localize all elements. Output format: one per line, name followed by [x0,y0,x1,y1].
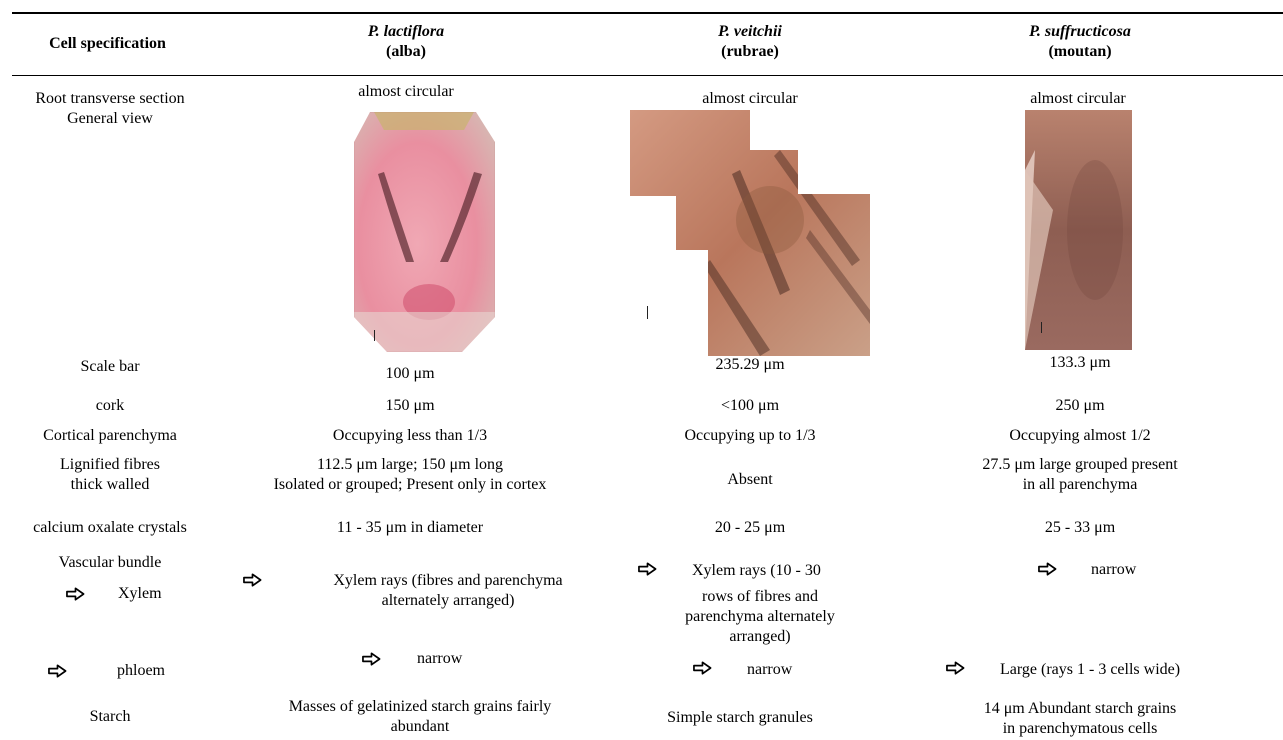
scale-2: 235.29 μm [715,356,785,373]
right-arrow-icon [1038,562,1057,576]
row-label-cortical: Cortical parenchyma [43,427,177,444]
xylem-2-line4: arranged) [729,628,791,645]
right-arrow-icon [66,587,85,601]
calcium-2: 20 - 25 μm [714,519,786,536]
row-label-scale: Scale bar [80,358,140,375]
starch-3: 14 μm Abundant starch grains in parenchy… [940,699,1220,739]
phloem-1: narrow [417,650,463,667]
row-label-fibres: Lignified fibres thick walled [20,455,200,495]
shape-3: almost circular [1030,90,1126,107]
row-label-cork: cork [95,397,125,414]
fibres-label-line2: thick walled [70,476,150,493]
calcium-3: 25 - 33 μm [1044,519,1116,536]
starch-2: Simple starch granules [667,709,813,726]
xylem-1: Xylem rays (fibres and parenchyma altern… [278,571,618,611]
right-arrow-icon [946,661,965,675]
micrograph-alba [354,112,495,352]
starch-1: Masses of gelatinized starch grains fair… [230,697,610,737]
cork-2: <100 μm [720,397,780,414]
section-label-line1: Root transverse section [35,90,185,107]
row-label-calcium: calcium oxalate crystals [33,519,187,536]
fibres-label-line1: Lignified fibres [60,456,160,473]
section-label-line2: General view [67,110,153,127]
row-label-vascular: Vascular bundle [58,554,162,571]
starch-1-line1: Masses of gelatinized starch grains fair… [288,698,552,715]
scale-3: 133.3 μm [1049,354,1111,371]
header-species-2-sub: (rubrae) [721,43,779,60]
header-species-3: P. suffructicosa (moutan) [980,22,1180,62]
phloem-2: narrow [747,661,793,678]
fibres-3-line1: 27.5 μm large grouped present [982,456,1178,473]
header-species-2: P. veitchii (rubrae) [660,22,840,62]
header-species-3-name: P. suffructicosa [1029,23,1131,40]
row-label-xylem: Xylem [118,585,162,602]
header-species-2-name: P. veitchii [718,23,782,40]
calcium-1: 11 - 35 μm in diameter [336,519,484,536]
header-species-1-sub: (alba) [386,43,426,60]
starch-3-line2: in parenchymatous cells [1002,720,1158,737]
right-arrow-icon [693,661,712,675]
fibres-3: 27.5 μm large grouped present in all par… [940,455,1220,495]
right-arrow-icon [243,573,262,587]
cortical-1: Occupying less than 1/3 [332,427,488,444]
fibres-1-line2: Isolated or grouped; Present only in cor… [273,476,547,493]
xylem-3: narrow [1091,561,1137,578]
row-label-starch: Starch [89,708,131,725]
cork-1: 150 μm [385,397,435,414]
xylem-2-line2: rows of fibres and [702,588,818,605]
right-arrow-icon [362,652,381,666]
xylem-1-line2: alternately arranged) [381,592,515,609]
cortical-3: Occupying almost 1/2 [1009,427,1151,444]
scale-1: 100 μm [385,365,435,382]
micrograph-moutan [1025,110,1132,350]
fibres-2: Absent [727,471,773,488]
fibres-1: 112.5 μm large; 150 μm long Isolated or … [240,455,580,495]
starch-1-line2: abundant [390,718,450,735]
xylem-2-rest: rows of fibres and parenchyma alternatel… [640,587,880,647]
right-arrow-icon [638,562,657,576]
header-species-1-name: P. lactiflora [367,23,445,40]
starch-3-line1: 14 μm Abundant starch grains [983,700,1177,717]
shape-2: almost circular [702,90,798,107]
header-species-3-sub: (moutan) [1048,43,1112,60]
row-label-phloem: phloem [117,662,165,679]
shape-1: almost circular [358,83,454,100]
header-cell-specification: Cell specification [49,35,166,52]
micrograph-rubrae [630,110,870,356]
xylem-2-line3: parenchyma alternately [685,608,835,625]
fibres-1-line1: 112.5 μm large; 150 μm long [316,456,504,473]
top-rule [12,12,1283,14]
cork-3: 250 μm [1055,397,1105,414]
fibres-3-line2: in all parenchyma [1022,476,1138,493]
cortical-2: Occupying up to 1/3 [684,427,816,444]
xylem-2-line1: Xylem rays (10 - 30 [692,562,821,579]
right-arrow-icon [48,664,67,678]
row-label-section: Root transverse section General view [10,89,210,129]
xylem-1-line1: Xylem rays (fibres and parenchyma [333,572,563,589]
phloem-3: Large (rays 1 - 3 cells wide) [1000,661,1181,678]
header-rule [12,75,1283,76]
header-species-1: P. lactiflora (alba) [316,22,496,62]
